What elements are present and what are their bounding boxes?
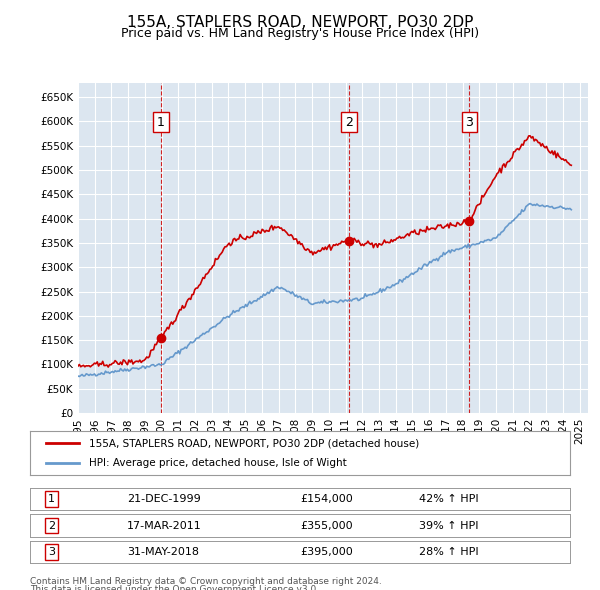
Text: 155A, STAPLERS ROAD, NEWPORT, PO30 2DP: 155A, STAPLERS ROAD, NEWPORT, PO30 2DP (127, 15, 473, 30)
Text: 39% ↑ HPI: 39% ↑ HPI (419, 521, 478, 530)
Text: This data is licensed under the Open Government Licence v3.0.: This data is licensed under the Open Gov… (30, 585, 319, 590)
Text: Price paid vs. HM Land Registry's House Price Index (HPI): Price paid vs. HM Land Registry's House … (121, 27, 479, 40)
Text: 155A, STAPLERS ROAD, NEWPORT, PO30 2DP (detached house): 155A, STAPLERS ROAD, NEWPORT, PO30 2DP (… (89, 438, 419, 448)
Text: 3: 3 (466, 116, 473, 129)
Text: HPI: Average price, detached house, Isle of Wight: HPI: Average price, detached house, Isle… (89, 458, 347, 467)
Text: 1: 1 (157, 116, 165, 129)
Text: 2: 2 (345, 116, 353, 129)
Text: 2: 2 (48, 521, 55, 530)
Text: £395,000: £395,000 (300, 548, 353, 557)
Text: Contains HM Land Registry data © Crown copyright and database right 2024.: Contains HM Land Registry data © Crown c… (30, 577, 382, 586)
Text: £154,000: £154,000 (300, 494, 353, 504)
Text: 31-MAY-2018: 31-MAY-2018 (127, 548, 199, 557)
Text: 42% ↑ HPI: 42% ↑ HPI (419, 494, 478, 504)
Text: 17-MAR-2011: 17-MAR-2011 (127, 521, 202, 530)
Text: 28% ↑ HPI: 28% ↑ HPI (419, 548, 478, 557)
Text: £355,000: £355,000 (300, 521, 353, 530)
Text: 1: 1 (48, 494, 55, 504)
Text: 3: 3 (48, 548, 55, 557)
Text: 21-DEC-1999: 21-DEC-1999 (127, 494, 201, 504)
